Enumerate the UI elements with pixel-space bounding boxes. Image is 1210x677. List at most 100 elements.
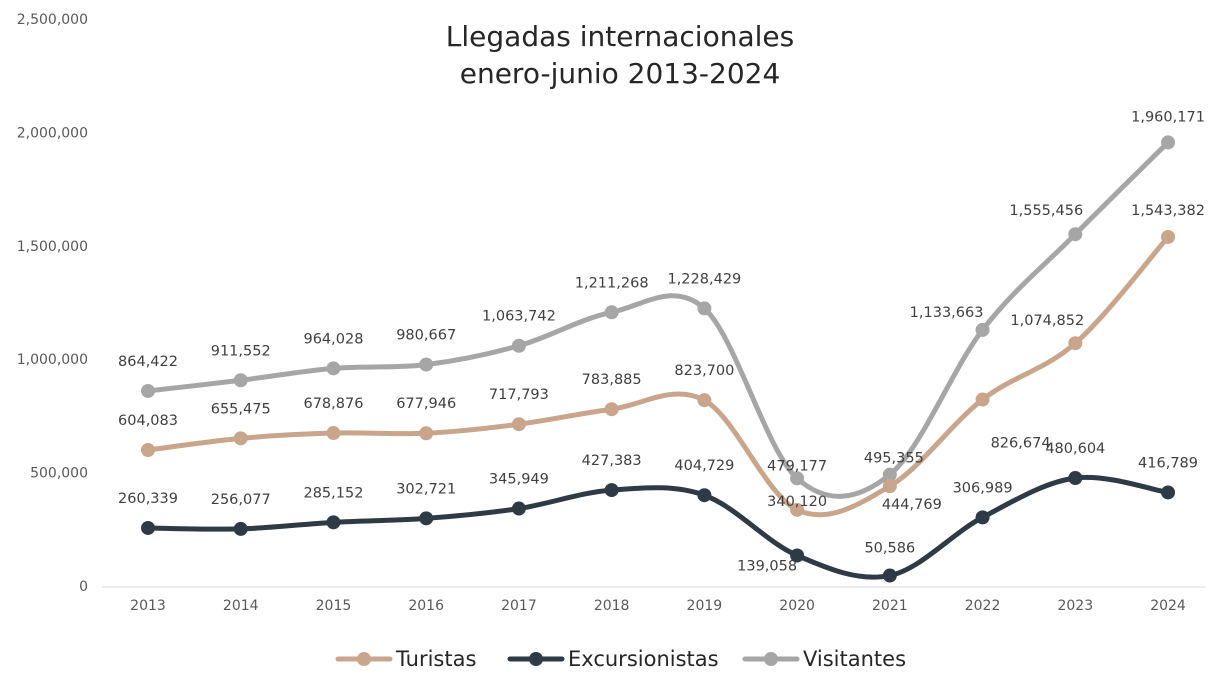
data-label: 416,789 — [1138, 455, 1198, 471]
data-label: 1,063,742 — [482, 309, 556, 325]
y-tick-label: 1,500,000 — [17, 239, 88, 255]
data-point — [1068, 336, 1083, 351]
series-line — [145, 234, 1171, 518]
data-point — [975, 510, 990, 525]
legend-label: Turistas — [395, 647, 476, 671]
data-point — [326, 515, 341, 530]
data-point — [419, 426, 434, 441]
y-tick-label: 2,000,000 — [17, 125, 88, 141]
data-label: 1,543,382 — [1131, 203, 1205, 219]
data-label: 1,960,171 — [1131, 109, 1205, 125]
data-point — [697, 301, 712, 316]
data-label: 783,885 — [582, 372, 642, 388]
x-tick-label: 2019 — [687, 598, 723, 614]
x-tick-label: 2018 — [594, 598, 630, 614]
y-tick-label: 0 — [79, 579, 88, 595]
data-point — [233, 521, 248, 536]
x-tick-label: 2021 — [872, 598, 908, 614]
data-point — [604, 483, 619, 498]
data-point — [697, 488, 712, 503]
legend-marker — [764, 652, 778, 666]
data-label: 480,604 — [1045, 441, 1105, 457]
data-label: 260,339 — [118, 491, 178, 507]
data-label: 139,058 — [737, 558, 797, 574]
data-label: 479,177 — [767, 458, 827, 474]
data-label: 306,989 — [953, 480, 1013, 496]
x-tick-label: 2022 — [965, 598, 1001, 614]
data-point — [141, 383, 155, 398]
data-label: 1,555,456 — [1009, 203, 1083, 219]
data-point — [1161, 229, 1176, 244]
data-point — [790, 471, 805, 486]
data-point — [604, 305, 619, 320]
data-label: 495,355 — [864, 451, 924, 467]
data-label: 604,083 — [118, 413, 178, 429]
data-label: 302,721 — [396, 481, 456, 497]
legend-label: Excursionistas — [568, 647, 719, 671]
data-point — [326, 426, 341, 441]
y-tick-label: 500,000 — [30, 466, 88, 482]
data-point — [141, 442, 155, 457]
x-tick-label: 2015 — [316, 598, 352, 614]
chart-title: Llegadas internacionales — [446, 20, 794, 53]
legend-label: Visitantes — [803, 647, 906, 671]
data-label: 677,946 — [396, 396, 456, 412]
data-point — [511, 338, 526, 353]
data-point — [1161, 135, 1176, 150]
data-point — [233, 431, 248, 446]
x-tick-label: 2017 — [501, 598, 537, 614]
data-label: 864,422 — [118, 354, 178, 370]
data-point — [419, 357, 434, 372]
data-point — [1161, 485, 1176, 500]
legend-marker — [357, 652, 371, 666]
x-tick-label: 2020 — [779, 598, 815, 614]
data-label: 823,700 — [674, 363, 734, 379]
x-tick-label: 2023 — [1057, 598, 1093, 614]
data-point — [882, 568, 897, 583]
data-label: 964,028 — [303, 331, 363, 347]
data-point — [697, 393, 712, 408]
data-label: 1,211,268 — [575, 275, 649, 291]
data-point — [790, 548, 805, 563]
x-tick-label: 2014 — [223, 598, 259, 614]
data-label: 1,074,852 — [1010, 313, 1084, 329]
data-label: 826,674 — [991, 436, 1051, 452]
legend-marker — [529, 652, 543, 666]
data-point — [1068, 470, 1083, 485]
data-label: 911,552 — [211, 343, 271, 359]
data-point — [882, 467, 897, 482]
y-tick-label: 2,500,000 — [17, 12, 88, 28]
data-point — [882, 479, 897, 494]
data-label: 285,152 — [303, 485, 363, 501]
data-point — [141, 520, 155, 535]
data-label: 678,876 — [303, 396, 363, 412]
data-label: 427,383 — [582, 453, 642, 469]
data-point — [604, 402, 619, 417]
series-line — [145, 474, 1171, 580]
data-label: 717,793 — [489, 387, 549, 403]
x-tick-label: 2013 — [130, 598, 166, 614]
data-label: 50,586 — [864, 541, 915, 557]
data-label: 1,228,429 — [667, 271, 741, 287]
y-tick-label: 1,000,000 — [17, 352, 88, 368]
data-label: 340,120 — [767, 494, 827, 510]
data-point — [975, 322, 990, 337]
data-point — [511, 417, 526, 432]
data-point — [975, 392, 990, 407]
data-label: 655,475 — [211, 401, 271, 417]
data-label: 345,949 — [489, 472, 549, 488]
data-point — [326, 361, 341, 376]
data-label: 404,729 — [674, 458, 734, 474]
data-point — [419, 511, 434, 526]
x-tick-label: 2016 — [408, 598, 444, 614]
chart-subtitle: enero-junio 2013-2024 — [460, 57, 781, 90]
data-point — [1068, 227, 1083, 242]
data-point — [790, 502, 805, 517]
data-point — [511, 501, 526, 516]
x-tick-label: 2024 — [1150, 598, 1186, 614]
data-point — [233, 373, 248, 388]
data-label: 444,769 — [882, 497, 942, 513]
data-label: 1,133,663 — [910, 305, 984, 321]
data-label: 256,077 — [211, 492, 271, 508]
